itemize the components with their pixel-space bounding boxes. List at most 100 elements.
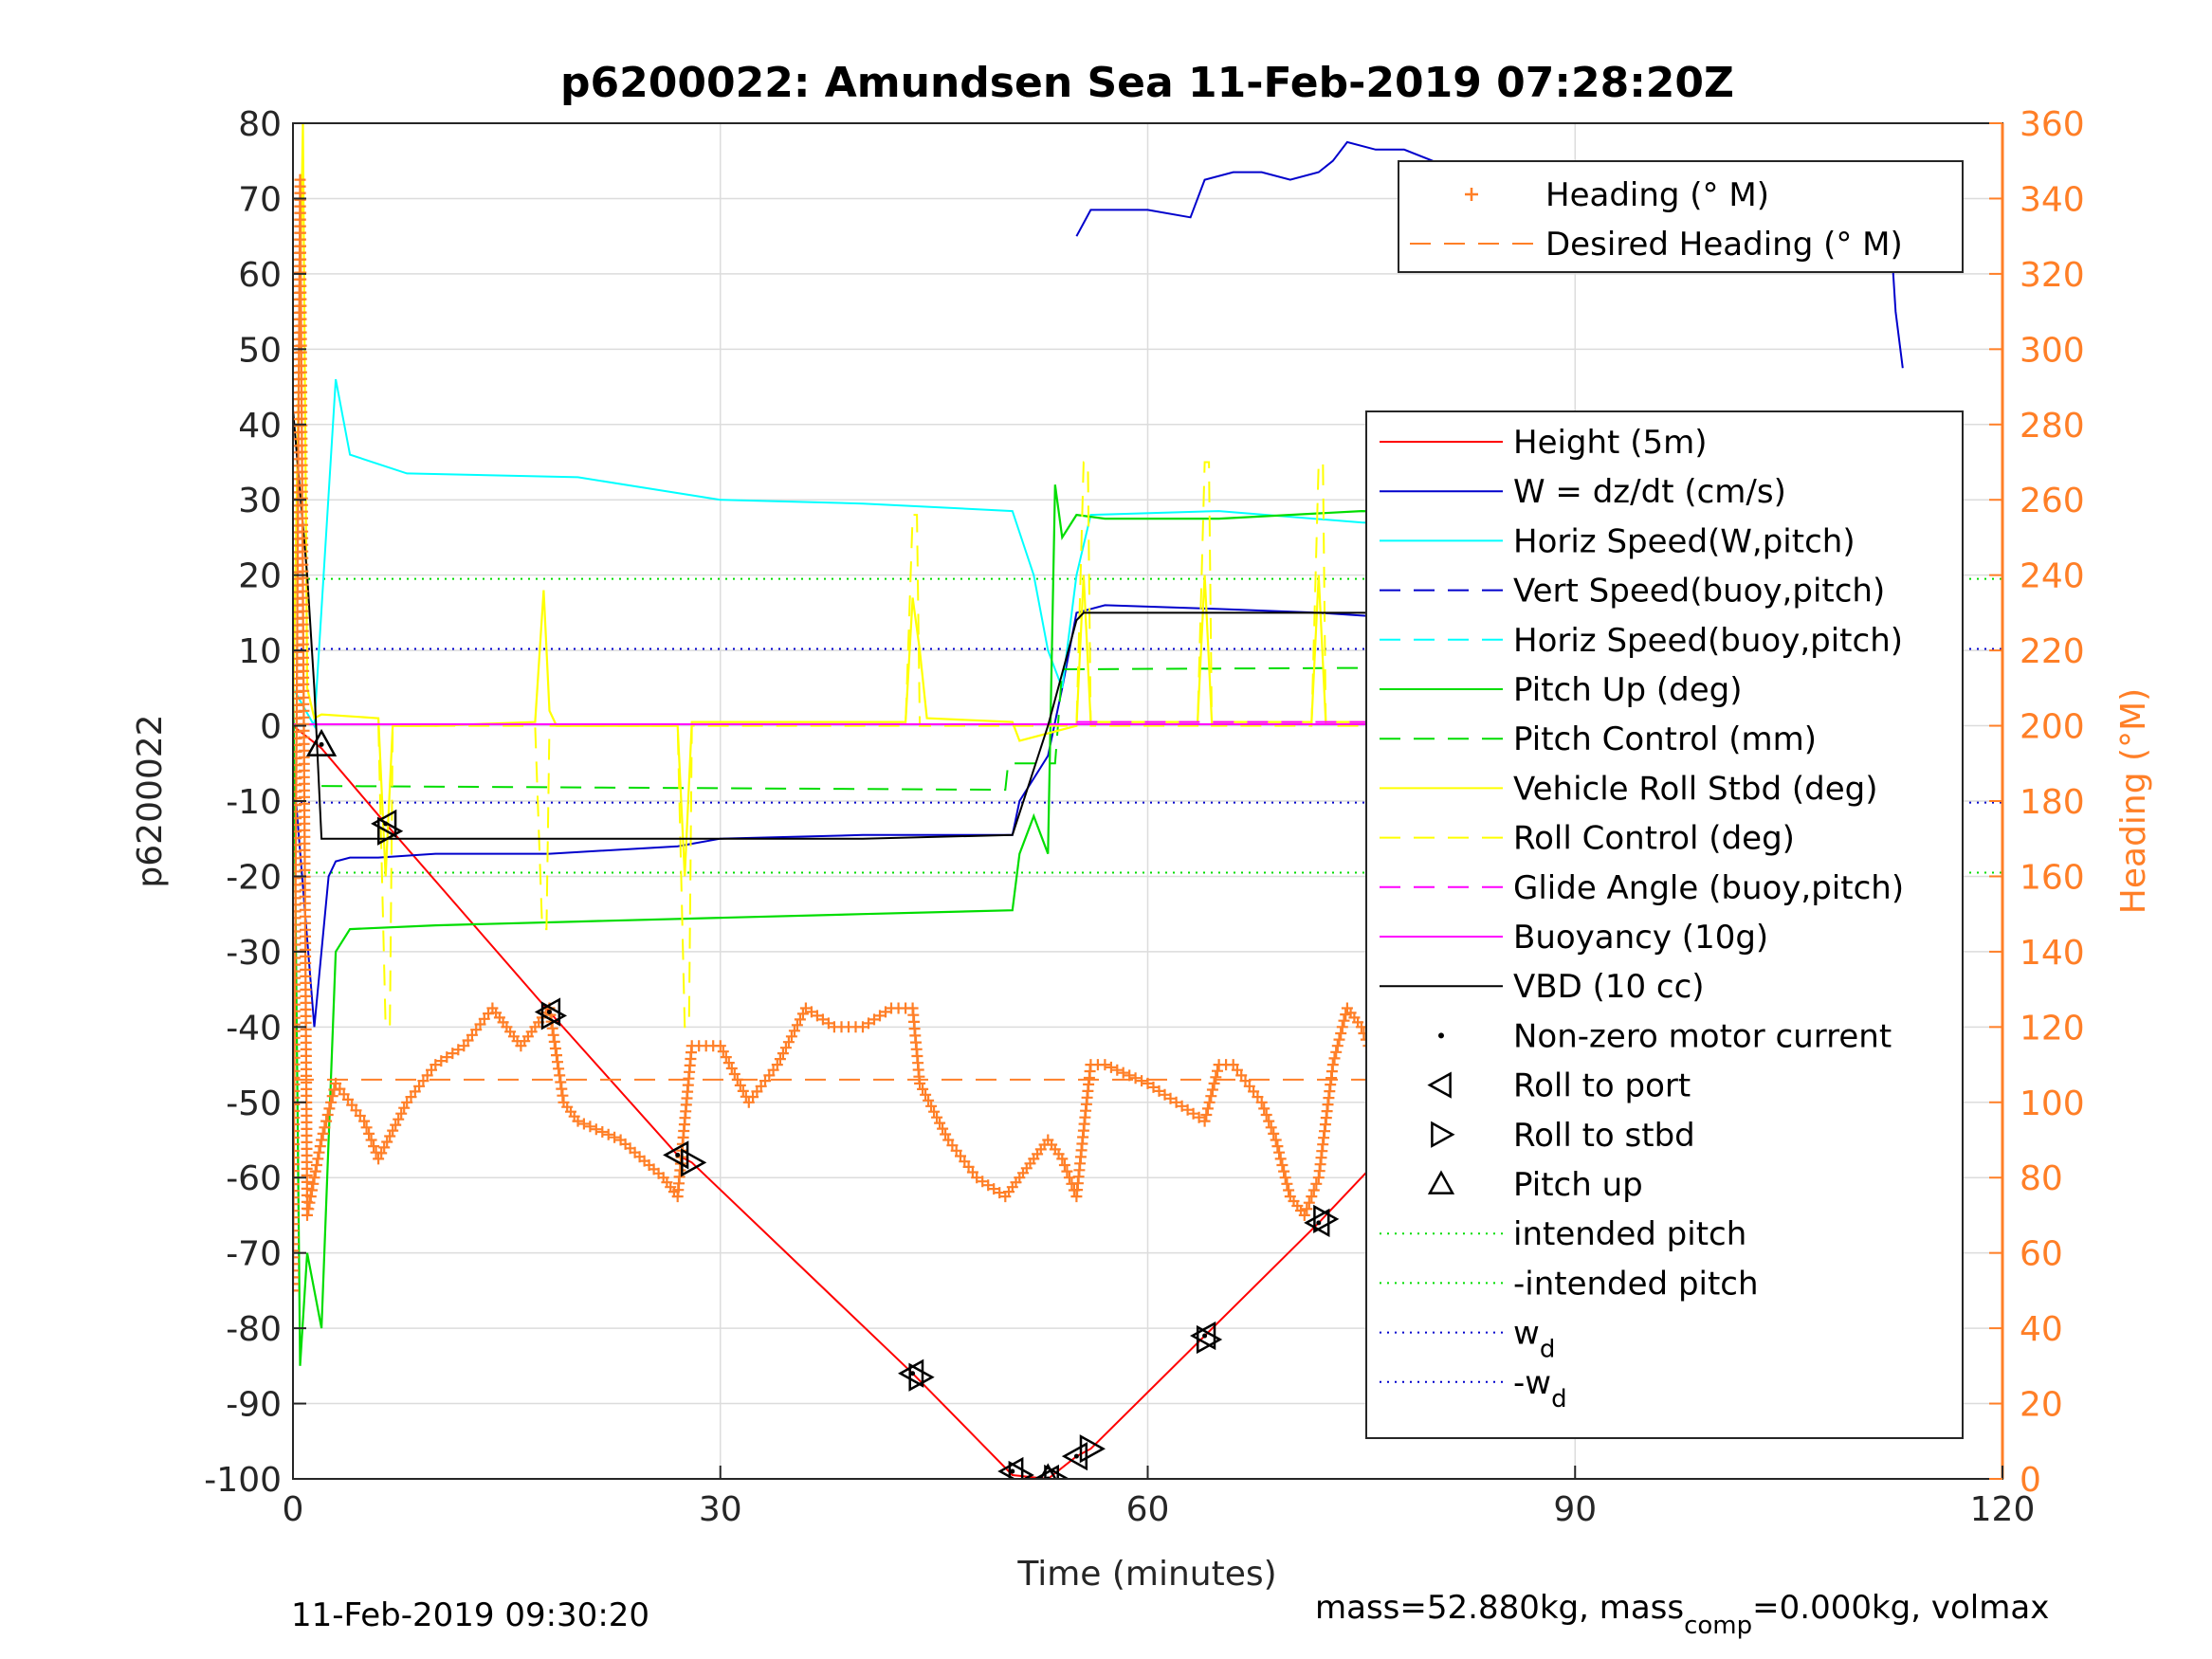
heading-seg-11 (501, 1021, 523, 1048)
marker-motor-0 (319, 741, 324, 747)
y2-tick-label-13: 260 (2020, 482, 2085, 520)
marker-roll-port-2 (663, 1140, 689, 1170)
legend-main-label-16: intended pitch (1513, 1215, 1746, 1253)
legend-main-sample-13 (1427, 1071, 1452, 1099)
heading-seg-40 (1142, 1077, 1177, 1104)
heading-seg-2 (302, 1140, 326, 1221)
y2-tick-label-10: 200 (2020, 708, 2085, 747)
heading-seg-1 (294, 173, 313, 1214)
marker-pitch-up-0 (305, 728, 338, 757)
heading-seg-47 (1284, 1191, 1307, 1216)
marker-motor-5 (1010, 1468, 1015, 1474)
y2-tick-label-4: 80 (2020, 1159, 2063, 1198)
y-tick-label-5: -50 (226, 1085, 282, 1123)
footer-mass-suffix: =0.000kg, volmax (1752, 1589, 2049, 1627)
legend-main-label-17: -intended pitch (1513, 1265, 1759, 1303)
legend-main-label-13: Roll to port (1513, 1067, 1691, 1105)
heading-seg-15 (558, 1096, 580, 1122)
heading-seg-31 (971, 1172, 1006, 1199)
legend-main-sub-18: d (1540, 1336, 1556, 1364)
y-axis-label: p6200022 (131, 714, 170, 887)
marker-roll-stbd-3 (908, 1362, 935, 1392)
heading-seg-45 (1255, 1096, 1280, 1139)
legend-main-label-14: Roll to stbd (1513, 1117, 1695, 1155)
footer-timestamp: 11-Feb-2019 09:30:20 (291, 1596, 649, 1634)
y2-tick-label-16: 320 (2020, 256, 2085, 295)
legend-heading: Heading (° M) Desired Heading (° M) (1398, 160, 1964, 273)
heading-seg-41 (1170, 1096, 1205, 1123)
marker-motor-3 (675, 1152, 681, 1158)
heading-seg-39 (1099, 1059, 1148, 1087)
y2-tick-label-18: 360 (2020, 105, 2085, 144)
y2-tick-label-0: 0 (2020, 1461, 2041, 1500)
heading-seg-28 (906, 1002, 925, 1083)
heading-seg-16 (572, 1115, 621, 1143)
legend-main-label-0: Height (5m) (1513, 424, 1707, 462)
legend-main-sub-19: d (1551, 1385, 1567, 1413)
y-tick-label-0: -100 (204, 1461, 282, 1500)
marker-pitch-up-1 (1039, 1463, 1057, 1479)
legend-heading-label-1: Desired Heading (° M) (1545, 226, 1903, 264)
legend-main-box (1365, 410, 1964, 1439)
heading-seg-33 (1014, 1158, 1036, 1184)
heading-seg-32 (999, 1176, 1022, 1203)
y-tick-label-2: -80 (226, 1310, 282, 1349)
heading-seg-4 (330, 1077, 366, 1121)
series-pitch_control (321, 665, 1889, 792)
marker-roll-port-3 (898, 1358, 924, 1388)
legend-main-label-10: Buoyancy (10g) (1513, 919, 1768, 957)
legend-main-label-11: VBD (10 cc) (1513, 968, 1705, 1006)
marker-motor-4 (910, 1371, 916, 1376)
marker-motor-9 (1316, 1220, 1322, 1226)
footer-mass: mass=52.880kg, masscomp=0.000kg, volmax (1315, 1589, 2049, 1640)
heading-seg-51 (1341, 1002, 1364, 1029)
legend-main-label-5: Pitch Up (deg) (1513, 671, 1742, 709)
y2-tick-label-6: 120 (2020, 1009, 2085, 1048)
y-tick-label-17: 70 (238, 180, 282, 219)
y-tick-label-1: -90 (226, 1386, 282, 1425)
heading-seg-24 (799, 1002, 834, 1030)
heading-seg-34 (1028, 1139, 1051, 1165)
heading-seg-29 (914, 1077, 952, 1140)
y2-tick-label-8: 160 (2020, 858, 2085, 897)
heading-seg-35 (1042, 1134, 1065, 1160)
legend-main-label-1: W = dz/dt (cm/s) (1513, 473, 1786, 511)
x-tick-label-2: 60 (1126, 1490, 1170, 1529)
heading-seg-43 (1213, 1059, 1233, 1071)
x-tick-label-4: 120 (1970, 1490, 2036, 1529)
x-tick-label-3: 90 (1553, 1490, 1597, 1529)
marker-motor-7 (1073, 1453, 1079, 1459)
marker-roll-stbd-1 (540, 1001, 568, 1030)
heading-seg-25 (828, 1021, 862, 1033)
y-tick-label-10: 0 (260, 708, 282, 747)
marker-roll-stbd-5 (1044, 1464, 1070, 1479)
heading-seg-18 (657, 1172, 680, 1198)
legend-heading-label-0: Heading (° M) (1545, 176, 1769, 214)
y-tick-label-18: 80 (238, 105, 282, 144)
footer-mass-sub: comp (1684, 1612, 1752, 1640)
y2-axis-label: Heading (°M) (2114, 688, 2153, 914)
ticks: 0 30 60 90 120-100-90-80-70-60-50-40-30-20-1… (204, 105, 2084, 1529)
legend-main-label-8: Roll Control (deg) (1513, 820, 1795, 858)
legend-main: Height (5m) W = dz/dt (cm/s) Horiz Speed(W… (1365, 410, 1964, 1439)
legend-main-label-9: Glide Angle (buoy,pitch) (1513, 869, 1904, 907)
heading-seg-46 (1270, 1134, 1295, 1196)
y-tick-label-11: 10 (238, 632, 282, 671)
marker-motor-1 (383, 821, 389, 827)
legend-heading-sample-0 (1465, 188, 1478, 201)
y-tick-label-12: 20 (238, 557, 282, 596)
y2-tick-label-12: 240 (2020, 557, 2085, 596)
marker-roll-stbd-0 (377, 816, 404, 846)
x-axis-label: Time (minutes) (1016, 1555, 1276, 1594)
marker-roll-port-0 (371, 809, 397, 838)
marker-roll-stbd-7 (1196, 1324, 1223, 1355)
legend-main-sample-14 (1431, 1121, 1455, 1148)
marker-roll-stbd-8 (1313, 1204, 1340, 1234)
footer-mass-prefix: mass=52.880kg, mass (1315, 1589, 1684, 1627)
marker-roll-port-5 (1033, 1464, 1059, 1479)
legend-main-sample-15 (1427, 1170, 1455, 1194)
heading-seg-42 (1198, 1065, 1223, 1127)
heading-seg-12 (515, 1026, 538, 1052)
heading-seg-30 (942, 1134, 978, 1178)
